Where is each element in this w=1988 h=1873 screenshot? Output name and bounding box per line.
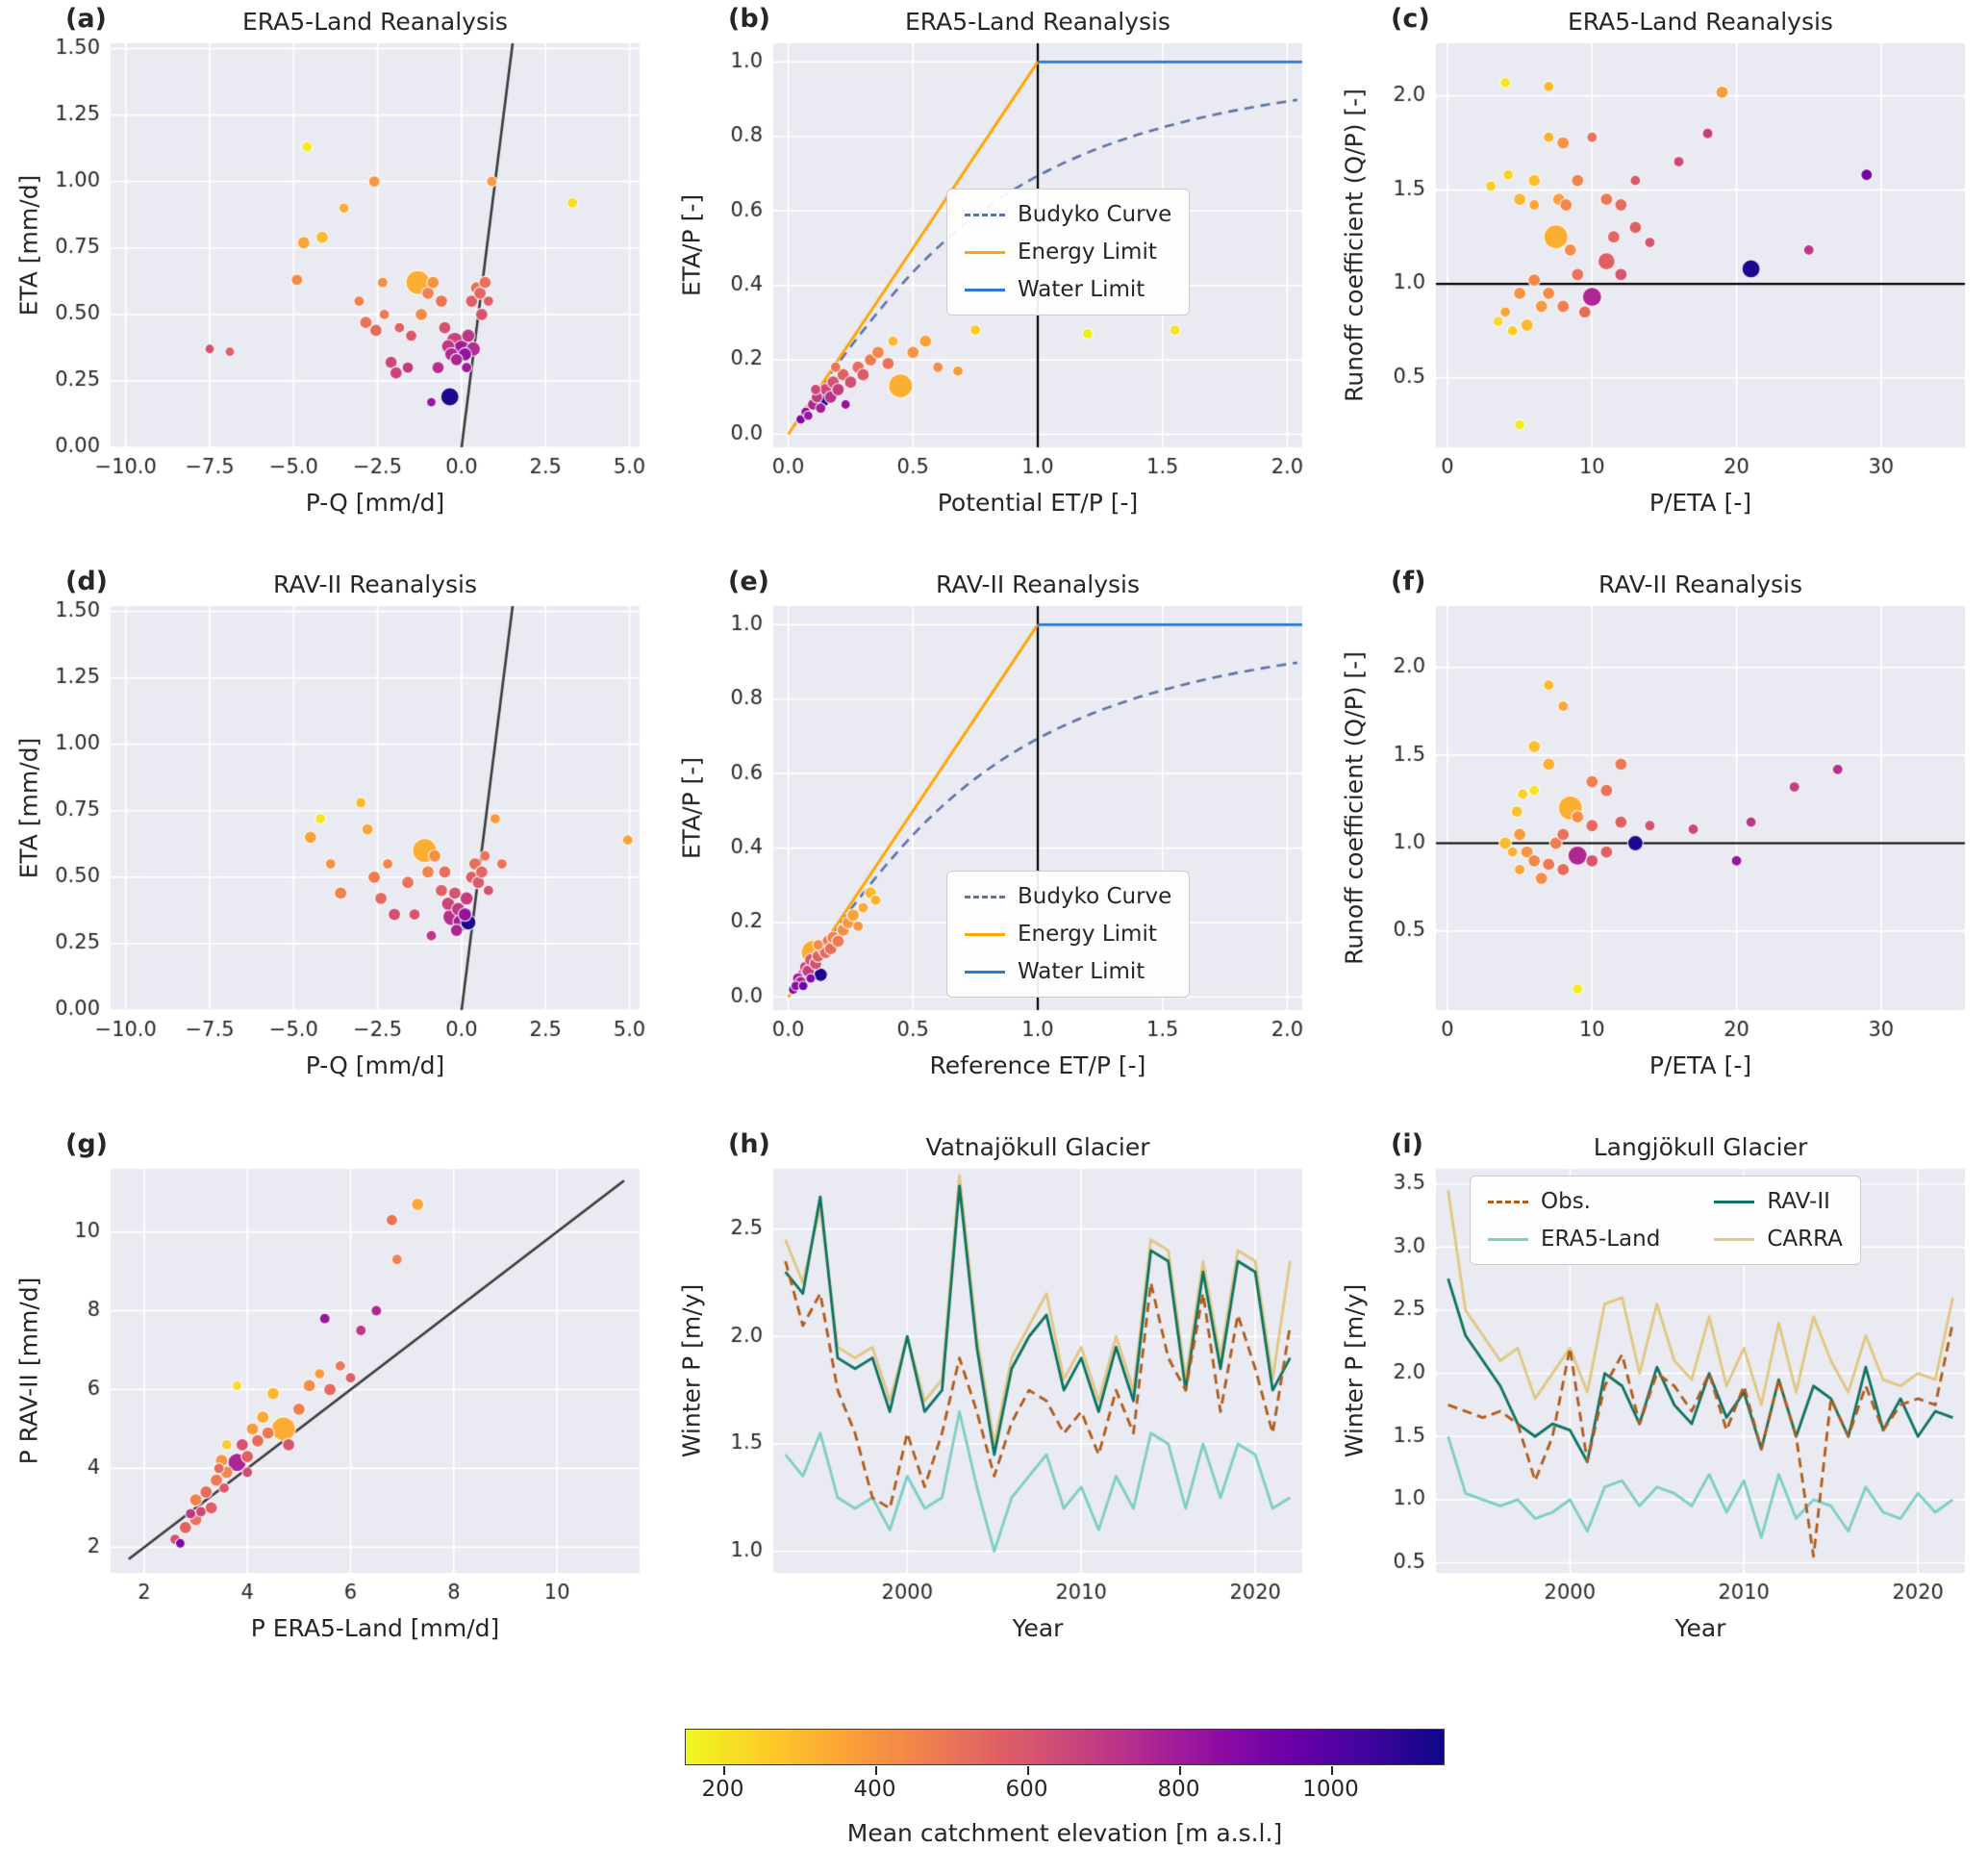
colorbar-label: Mean catchment elevation [m a.s.l.] (846, 1819, 1283, 1847)
colorbar-tick-label: 400 (853, 1777, 896, 1802)
legend-label: Energy Limit (1018, 240, 1157, 265)
x-axis-label-f: P/ETA [-] (1648, 1051, 1752, 1079)
energy-limit-line-sample (965, 932, 1005, 936)
rav-ii-line-sample (1714, 1200, 1755, 1203)
panel-f: (f) RAV-II Reanalysis Runoff coefficient… (1325, 563, 1988, 1126)
y-axis-label-h: Winter P [m/y] (677, 1283, 706, 1458)
panel-d: (d) RAV-II Reanalysis ETA [mm/d] P-Q [mm… (0, 563, 663, 1126)
water-limit-line-sample (965, 288, 1005, 291)
legend-item: Water Limit (965, 277, 1171, 302)
panel-title-a: ERA5-Land Reanalysis (242, 8, 508, 36)
plot-canvas-g (0, 1126, 663, 1688)
panel-letter-a: (a) (65, 4, 107, 34)
x-axis-label-g: P ERA5-Land [mm/d] (250, 1614, 500, 1642)
legend-item: Water Limit (965, 959, 1171, 984)
colorbar-gradient (686, 1730, 1444, 1764)
plot-canvas-c (1325, 0, 1988, 563)
plot-canvas-h (663, 1126, 1325, 1688)
legend-item: Budyko Curve (965, 202, 1171, 227)
y-axis-label-d: ETA [mm/d] (14, 737, 43, 879)
obs-line-sample (1488, 1200, 1528, 1203)
legend-label: Energy Limit (1018, 922, 1157, 947)
legend-item: Energy Limit (965, 922, 1171, 947)
y-axis-label-i: Winter P [m/y] (1340, 1283, 1369, 1458)
legend-label: Budyko Curve (1018, 884, 1172, 909)
panel-letter-e: (e) (728, 567, 769, 596)
y-axis-label-f: Runoff coefficient (Q/P) [-] (1340, 651, 1369, 965)
y-axis-label-a: ETA [mm/d] (14, 174, 43, 316)
colorbar-tick-label: 600 (1005, 1777, 1048, 1802)
colorbar-tick-label: 200 (701, 1777, 744, 1802)
x-axis-label-i: Year (1674, 1614, 1726, 1642)
x-axis-label-b: Potential ET/P [-] (937, 489, 1139, 517)
legend-item: CARRA (1714, 1227, 1843, 1252)
budyko-curve-line-sample (965, 895, 1005, 899)
panel-letter-g: (g) (65, 1129, 109, 1159)
colorbar-tick-mark (1178, 1766, 1181, 1775)
era5-land-line-sample (1488, 1237, 1528, 1241)
colorbar-tick-mark (1026, 1766, 1029, 1775)
panel-g: (g) P RAV-II [mm/d] P ERA5-Land [mm/d] (0, 1126, 663, 1688)
panel-title-d: RAV-II Reanalysis (272, 570, 478, 598)
panel-title-c: ERA5-Land Reanalysis (1568, 8, 1833, 36)
legend-budyko-b: Budyko Curve Energy Limit Water Limit (946, 189, 1191, 316)
x-axis-label-d: P-Q [mm/d] (305, 1051, 445, 1079)
budyko-curve-line-sample (965, 213, 1005, 216)
panel-title-f: RAV-II Reanalysis (1598, 570, 1803, 598)
panel-title-b: ERA5-Land Reanalysis (905, 8, 1170, 36)
y-axis-label-e: ETA/P [-] (677, 756, 706, 860)
colorbar-tick-label: 1000 (1302, 1777, 1359, 1802)
panel-letter-h: (h) (728, 1129, 770, 1159)
legend-timeseries: Obs. ERA5-Land RAV-II CARRA (1470, 1176, 1861, 1265)
legend-label: ERA5-Land (1541, 1227, 1661, 1252)
y-axis-label-b: ETA/P [-] (677, 193, 706, 297)
legend-label: RAV-II (1767, 1189, 1830, 1214)
panel-letter-d: (d) (65, 567, 109, 596)
plot-canvas-e (663, 563, 1325, 1126)
panel-i: (i) Langjökull Glacier Winter P [m/y] Ye… (1325, 1126, 1988, 1688)
panel-c: (c) ERA5-Land Reanalysis Runoff coeffici… (1325, 0, 1988, 563)
panel-a: (a) ERA5-Land Reanalysis ETA [mm/d] P-Q … (0, 0, 663, 563)
colorbar-section: 200 400 600 800 1000 Mean catchment elevatio… (685, 1729, 1445, 1873)
x-axis-label-e: Reference ET/P [-] (929, 1051, 1146, 1079)
y-axis-label-c: Runoff coefficient (Q/P) [-] (1340, 89, 1369, 402)
colorbar-tick-label: 800 (1157, 1777, 1200, 1802)
legend-item: Energy Limit (965, 240, 1171, 265)
plot-canvas-f (1325, 563, 1988, 1126)
panel-letter-c: (c) (1391, 4, 1430, 34)
plot-canvas-d (0, 563, 663, 1126)
legend-label: Budyko Curve (1018, 202, 1172, 227)
legend-item: Budyko Curve (965, 884, 1171, 909)
legend-label: Water Limit (1018, 959, 1145, 984)
water-limit-line-sample (965, 970, 1005, 974)
colorbar-tick-mark (874, 1766, 877, 1775)
x-axis-label-a: P-Q [mm/d] (305, 489, 445, 517)
legend-label: CARRA (1767, 1227, 1843, 1252)
colorbar-tick-mark (722, 1766, 725, 1775)
x-axis-label-h: Year (1012, 1614, 1064, 1642)
figure-grid: (a) ERA5-Land Reanalysis ETA [mm/d] P-Q … (0, 0, 1988, 1688)
colorbar-tick-mark (1330, 1766, 1333, 1775)
legend-label: Water Limit (1018, 277, 1145, 302)
panel-e: (e) RAV-II Reanalysis ETA/P [-] Referenc… (663, 563, 1325, 1126)
panel-letter-i: (i) (1391, 1129, 1423, 1159)
panel-letter-f: (f) (1391, 567, 1426, 596)
panel-title-h: Vatnajökull Glacier (925, 1133, 1150, 1161)
panel-letter-b: (b) (728, 4, 771, 34)
panel-h: (h) Vatnajökull Glacier Winter P [m/y] Y… (663, 1126, 1325, 1688)
legend-item: Obs. (1488, 1189, 1660, 1214)
colorbar (685, 1729, 1445, 1765)
legend-budyko-e: Budyko Curve Energy Limit Water Limit (946, 871, 1191, 998)
legend-item: RAV-II (1714, 1189, 1843, 1214)
legend-label: Obs. (1541, 1189, 1591, 1214)
panel-title-i: Langjökull Glacier (1593, 1133, 1808, 1161)
plot-canvas-a (0, 0, 663, 563)
y-axis-label-g: P RAV-II [mm/d] (14, 1277, 43, 1465)
x-axis-label-c: P/ETA [-] (1648, 489, 1752, 517)
panel-title-e: RAV-II Reanalysis (935, 570, 1141, 598)
panel-b: (b) ERA5-Land Reanalysis ETA/P [-] Poten… (663, 0, 1325, 563)
legend-item: ERA5-Land (1488, 1227, 1660, 1252)
energy-limit-line-sample (965, 250, 1005, 254)
carra-line-sample (1714, 1237, 1755, 1241)
